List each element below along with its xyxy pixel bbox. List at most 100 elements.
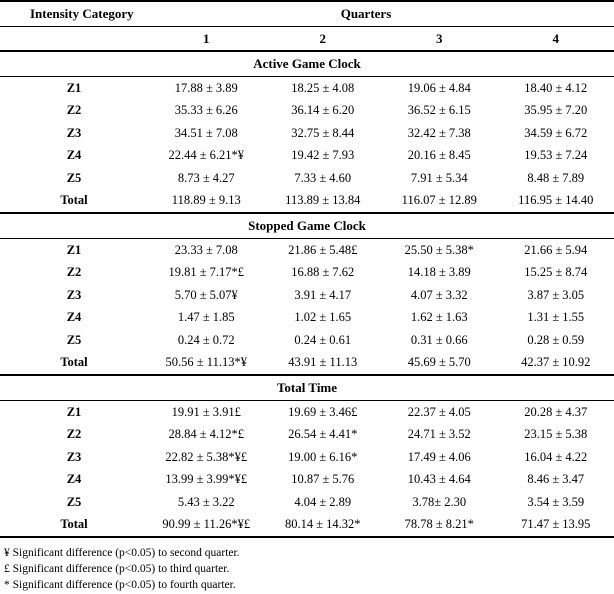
section-stopped-game-clock: Stopped Game Clock Z1 23.33 ± 7.08 21.86 ± … <box>0 214 614 376</box>
data-cell: 28.84 ± 4.12*£ <box>168 427 245 442</box>
data-cell: 14.18 ± 3.89 <box>407 265 471 280</box>
data-cell: 7.33 ± 4.60 <box>294 170 352 185</box>
data-cell: 15.25 ± 8.74 <box>524 265 588 280</box>
data-cell: 4.07 ± 3.32 <box>410 287 468 302</box>
data-cell: 32.75 ± 8.44 <box>291 125 355 140</box>
table-row: Z5 8.73 ± 4.27 7.33 ± 4.60 7.91 ± 5.34 8.48 … <box>0 167 614 190</box>
table-row: Z1 17.88 ± 3.89 18.25 ± 4.08 19.06 ± 4.84 18… <box>0 77 614 100</box>
row-label: Z5 <box>66 494 82 509</box>
section-title: Active Game Clock <box>0 52 614 77</box>
row-label: Z4 <box>66 148 82 163</box>
data-cell: 34.59 ± 6.72 <box>524 125 588 140</box>
table-row: Z3 34.51 ± 7.08 32.75 ± 8.44 32.42 ± 7.38 34… <box>0 122 614 145</box>
data-cell: 35.33 ± 6.26 <box>174 103 238 118</box>
data-cell: 16.88 ± 7.62 <box>291 265 355 280</box>
data-cell: 21.86 ± 5.48£ <box>288 242 358 257</box>
data-cell: 24.71 ± 3.52 <box>407 427 471 442</box>
data-cell: 19.42 ± 7.93 <box>291 148 355 163</box>
row-label: Z2 <box>66 427 82 442</box>
table-row: Total 50.56 ± 11.13*¥ 43.91 ± 11.13 45.69 ±… <box>0 352 614 375</box>
data-cell: 23.15 ± 5.38 <box>524 427 588 442</box>
quarter-2-header: 2 <box>319 30 327 46</box>
data-cell: 19.81 ± 7.17*£ <box>168 265 245 280</box>
data-cell: 23.33 ± 7.08 <box>174 242 238 257</box>
data-cell: 3.78± 2.30 <box>412 494 467 509</box>
data-cell: 42.37 ± 10.92 <box>521 355 591 370</box>
table-row: Z1 19.91 ± 3.91£ 19.69 ± 3.46£ 22.37 ± 4.05… <box>0 401 614 424</box>
footnote-asterisk: * Significant difference (p<0.05) to fou… <box>4 579 236 591</box>
section-total-time: Total Time Z1 19.91 ± 3.91£ 19.69 ± 3.46£ 22… <box>0 376 614 538</box>
data-cell: 19.00 ± 6.16* <box>288 449 358 464</box>
row-label: Z4 <box>66 310 82 325</box>
intensity-quarters-table: Intensity Category Quarters 1 2 3 4 Acti… <box>0 0 614 538</box>
table-row: Z2 35.33 ± 6.26 36.14 ± 6.20 36.52 ± 6.15 35… <box>0 100 614 123</box>
data-cell: 3.91 ± 4.17 <box>294 287 352 302</box>
data-cell: 16.04 ± 4.22 <box>524 449 588 464</box>
table-row: Z2 19.81 ± 7.17*£ 16.88 ± 7.62 14.18 ± 3.89… <box>0 262 614 285</box>
data-cell: 35.95 ± 7.20 <box>524 103 588 118</box>
quarters-group-header: Quarters <box>340 6 392 21</box>
data-cell: 0.28 ± 0.59 <box>527 332 585 347</box>
data-cell: 50.56 ± 11.13*¥ <box>165 355 247 370</box>
data-cell: 116.95 ± 14.40 <box>518 193 594 208</box>
table-row: Z3 5.70 ± 5.07¥ 3.91 ± 4.17 4.07 ± 3.32 3.87… <box>0 284 614 307</box>
data-cell: 32.42 ± 7.38 <box>407 125 471 140</box>
data-cell: 116.07 ± 12.89 <box>401 193 477 208</box>
footnote-pound: £ Significant difference (p<0.05) to thi… <box>4 563 230 575</box>
data-cell: 80.14 ± 14.32* <box>284 517 361 532</box>
data-cell: 0.31 ± 0.66 <box>410 332 468 347</box>
row-label: Z3 <box>66 449 82 464</box>
data-cell: 10.87 ± 5.76 <box>291 472 355 487</box>
data-cell: 10.43 ± 4.64 <box>407 472 471 487</box>
row-label: Total <box>60 517 88 532</box>
data-cell: 36.14 ± 6.20 <box>291 103 355 118</box>
row-label-column-header: Intensity Category <box>30 6 134 21</box>
data-cell: 3.54 ± 3.59 <box>527 494 585 509</box>
data-cell: 71.47 ± 13.95 <box>521 517 591 532</box>
row-label: Z2 <box>66 265 82 280</box>
data-cell: 4.04 ± 2.89 <box>294 494 352 509</box>
row-label: Z3 <box>66 287 82 302</box>
data-cell: 22.82 ± 5.38*¥£ <box>165 449 248 464</box>
table-row: Z4 22.44 ± 6.21*¥ 19.42 ± 7.93 20.16 ± 8.45… <box>0 145 614 168</box>
table-row: Z4 1.47 ± 1.85 1.02 ± 1.65 1.62 ± 1.63 1.31 … <box>0 307 614 330</box>
data-cell: 19.06 ± 4.84 <box>407 80 471 95</box>
table-row: Z5 0.24 ± 0.72 0.24 ± 0.61 0.31 ± 0.66 0.28 … <box>0 329 614 352</box>
data-cell: 18.25 ± 4.08 <box>291 80 355 95</box>
row-label: Z2 <box>66 103 82 118</box>
quarter-numbers-row: 1 2 3 4 <box>0 27 614 52</box>
data-cell: 34.51 ± 7.08 <box>174 125 238 140</box>
section-title: Total Time <box>0 376 614 401</box>
section-active-game-clock: Active Game Clock Z1 17.88 ± 3.89 18.25 ± 4… <box>0 52 614 214</box>
row-label: Total <box>60 355 88 370</box>
table-row: Z2 28.84 ± 4.12*£ 26.54 ± 4.41* 24.71 ± 3.5… <box>0 424 614 447</box>
data-cell: 20.28 ± 4.37 <box>524 404 588 419</box>
data-cell: 22.37 ± 4.05 <box>407 404 471 419</box>
data-cell: 20.16 ± 8.45 <box>407 148 471 163</box>
data-cell: 18.40 ± 4.12 <box>524 80 588 95</box>
quarter-1-header: 1 <box>203 30 210 46</box>
data-cell: 8.46 ± 3.47 <box>527 472 585 487</box>
data-cell: 5.70 ± 5.07¥ <box>174 287 238 302</box>
data-cell: 36.52 ± 6.15 <box>407 103 471 118</box>
data-cell: 1.62 ± 1.63 <box>410 310 468 325</box>
data-cell: 19.53 ± 7.24 <box>524 148 588 163</box>
data-cell: 3.87 ± 3.05 <box>527 287 585 302</box>
data-cell: 1.31 ± 1.55 <box>527 310 585 325</box>
row-label: Z1 <box>66 80 82 95</box>
data-cell: 22.44 ± 6.21*¥ <box>168 148 245 163</box>
data-cell: 118.89 ± 9.13 <box>171 193 241 208</box>
table-sections: Active Game Clock Z1 17.88 ± 3.89 18.25 ± 4… <box>0 52 614 538</box>
row-label: Z5 <box>66 332 82 347</box>
table-row: Z1 23.33 ± 7.08 21.86 ± 5.48£ 25.50 ± 5.38*… <box>0 239 614 262</box>
row-label: Z1 <box>66 242 82 257</box>
section-title: Stopped Game Clock <box>0 214 614 239</box>
data-cell: 0.24 ± 0.61 <box>294 332 352 347</box>
data-cell: 0.24 ± 0.72 <box>177 332 235 347</box>
data-cell: 19.69 ± 3.46£ <box>288 404 358 419</box>
quarter-3-header: 3 <box>436 30 443 46</box>
data-cell: 7.91 ± 5.34 <box>410 170 468 185</box>
data-cell: 21.66 ± 5.94 <box>524 242 588 257</box>
data-cell: 5.43 ± 3.22 <box>177 494 235 509</box>
